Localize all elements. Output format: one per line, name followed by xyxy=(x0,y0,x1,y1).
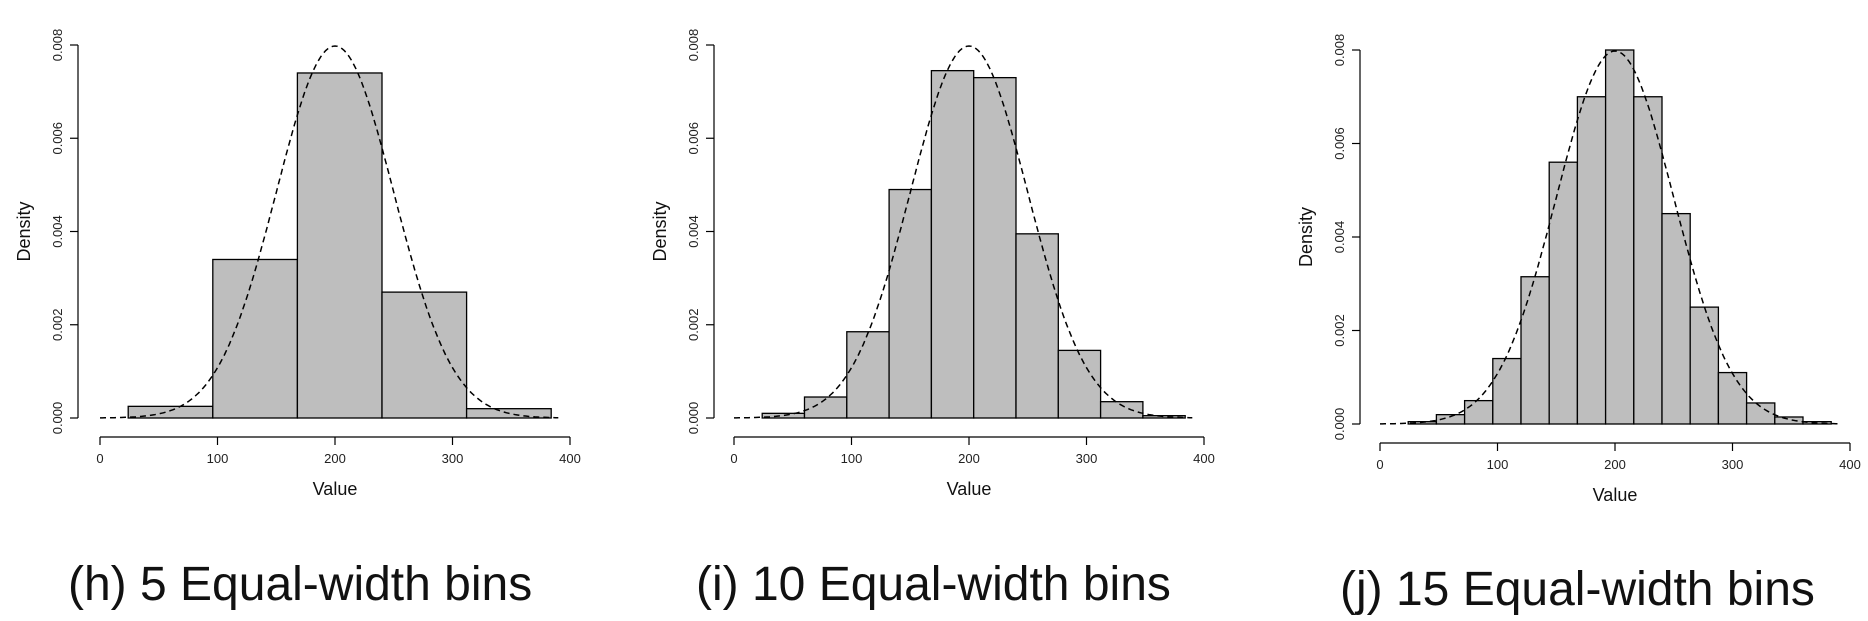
histogram-bar xyxy=(1604,49,1635,425)
histogram-bar xyxy=(846,331,890,419)
histogram-bar xyxy=(803,396,848,419)
y-axis-title: Density xyxy=(650,201,670,261)
density-curve xyxy=(100,45,559,419)
y-tick-label: 0.008 xyxy=(686,29,701,62)
x-tick-label: 300 xyxy=(1076,451,1098,466)
x-tick-label: 100 xyxy=(841,451,863,466)
density-curve xyxy=(734,45,1193,419)
x-tick-label: 400 xyxy=(559,451,581,466)
x-tick-label: 100 xyxy=(1487,457,1509,472)
histogram-bar xyxy=(1689,306,1720,425)
y-tick-label: 0.002 xyxy=(686,308,701,341)
x-tick-label: 300 xyxy=(1722,457,1744,472)
y-tick-label: 0.004 xyxy=(50,215,65,248)
x-tick-label: 400 xyxy=(1193,451,1215,466)
x-axis-title: Value xyxy=(1593,485,1638,505)
x-tick-label: 400 xyxy=(1839,457,1861,472)
histogram-bar xyxy=(1661,212,1691,425)
y-tick-label: 0.000 xyxy=(50,402,65,435)
x-axis-title: Value xyxy=(947,479,992,499)
y-tick-label: 0.004 xyxy=(1332,221,1347,254)
y-tick-label: 0.002 xyxy=(50,308,65,341)
histogram-bar xyxy=(930,69,975,419)
histogram-bar xyxy=(973,76,1017,419)
y-axis-title: Density xyxy=(14,201,34,261)
histogram-bar xyxy=(1099,401,1144,419)
panel-caption: (j) 15 Equal-width bins xyxy=(1340,563,1815,616)
y-tick-label: 0.008 xyxy=(50,29,65,62)
x-tick-label: 200 xyxy=(324,451,346,466)
x-tick-label: 100 xyxy=(207,451,229,466)
histogram-panel-j: 0 100 200 300 400 0.000 0.002 0.004 0.006 0.008 Va… xyxy=(1296,34,1861,616)
histogram-bar xyxy=(888,188,933,419)
histogram-bar xyxy=(1774,416,1804,425)
y-tick-label: 0.004 xyxy=(686,215,701,248)
histogram-panel-i: 0 100 200 300 400 0.000 0.002 0.004 0.006 0.008 Va… xyxy=(650,29,1215,611)
histogram-bar xyxy=(296,72,383,419)
histogram-bar xyxy=(1142,415,1186,419)
panel-caption: (i) 10 Equal-width bins xyxy=(696,558,1171,611)
histogram-bar xyxy=(1633,96,1663,425)
y-tick-label: 0.006 xyxy=(50,122,65,155)
histogram-bar xyxy=(212,258,299,419)
x-axis-title: Value xyxy=(313,479,358,499)
x-tick-label: 200 xyxy=(958,451,980,466)
x-tick-label: 0 xyxy=(96,451,103,466)
y-tick-label: 0.000 xyxy=(1332,408,1347,441)
histogram-bar xyxy=(1057,349,1102,419)
panel-caption: (h) 5 Equal-width bins xyxy=(68,558,532,611)
histogram-bar xyxy=(1745,402,1776,425)
histogram-bar xyxy=(1463,399,1494,425)
histogram-bar xyxy=(381,291,468,419)
x-tick-label: 0 xyxy=(730,451,737,466)
histogram-bar xyxy=(1717,371,1748,425)
histogram-bar xyxy=(1520,276,1550,425)
y-tick-label: 0.000 xyxy=(686,402,701,435)
y-tick-label: 0.008 xyxy=(1332,34,1347,67)
histogram-bar xyxy=(1576,96,1607,425)
y-tick-label: 0.006 xyxy=(686,122,701,155)
x-tick-label: 200 xyxy=(1604,457,1626,472)
histogram-panel-h: 0 100 200 300 400 0.000 0.002 0.004 0.006 0.008 Va… xyxy=(14,29,581,611)
y-tick-label: 0.002 xyxy=(1332,314,1347,347)
y-axis-title: Density xyxy=(1296,207,1316,267)
histogram-bar xyxy=(1492,357,1522,425)
y-tick-label: 0.006 xyxy=(1332,127,1347,160)
histogram-bar xyxy=(1548,161,1579,425)
histogram-bar xyxy=(1015,233,1059,419)
x-tick-label: 300 xyxy=(442,451,464,466)
x-tick-label: 0 xyxy=(1376,457,1383,472)
